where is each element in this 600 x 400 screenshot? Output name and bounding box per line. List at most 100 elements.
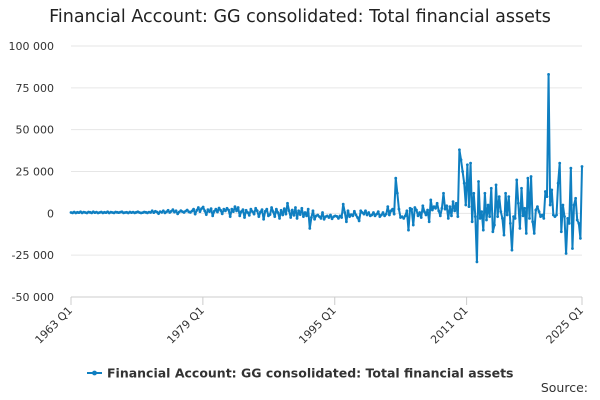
data-point[interactable] [192, 207, 195, 211]
data-point[interactable] [571, 247, 574, 250]
data-point[interactable] [478, 216, 482, 220]
data-point[interactable] [384, 212, 388, 216]
data-point[interactable] [418, 211, 422, 214]
data-point[interactable] [445, 204, 449, 208]
data-point[interactable] [244, 208, 248, 212]
data-point[interactable] [561, 203, 565, 207]
data-point[interactable] [233, 205, 237, 209]
data-point[interactable] [520, 186, 523, 190]
data-point[interactable] [274, 207, 278, 211]
data-point[interactable] [516, 201, 520, 205]
data-point[interactable] [450, 214, 453, 218]
data-point[interactable] [161, 209, 165, 213]
data-point[interactable] [362, 212, 366, 216]
data-point[interactable] [454, 201, 458, 205]
data-point[interactable] [380, 213, 383, 217]
data-point[interactable] [521, 214, 525, 218]
data-point[interactable] [397, 207, 401, 211]
data-point[interactable] [273, 215, 277, 219]
data-point[interactable] [279, 208, 283, 212]
data-point[interactable] [376, 210, 380, 214]
data-point[interactable] [504, 191, 507, 195]
data-point[interactable] [496, 215, 500, 219]
data-point[interactable] [276, 211, 280, 214]
data-point[interactable] [513, 216, 517, 220]
data-point[interactable] [346, 209, 350, 213]
data-point[interactable] [427, 220, 431, 224]
data-point[interactable] [426, 208, 429, 212]
data-point[interactable] [579, 237, 582, 240]
data-point[interactable] [510, 248, 514, 252]
data-point[interactable] [287, 209, 291, 213]
data-point[interactable] [190, 209, 194, 213]
data-point[interactable] [473, 215, 477, 219]
data-point[interactable] [438, 214, 442, 218]
data-point[interactable] [343, 211, 347, 214]
data-point[interactable] [523, 206, 527, 210]
data-point[interactable] [470, 220, 474, 224]
data-point[interactable] [203, 209, 207, 213]
data-point[interactable] [567, 221, 571, 225]
data-point[interactable] [421, 204, 425, 208]
data-point[interactable] [580, 165, 584, 168]
data-point[interactable] [502, 233, 506, 237]
data-point[interactable] [195, 208, 199, 212]
data-point[interactable] [529, 175, 533, 178]
data-point[interactable] [531, 220, 535, 224]
data-point[interactable] [166, 208, 170, 212]
data-point[interactable] [499, 210, 503, 214]
data-point[interactable] [424, 213, 428, 217]
data-point[interactable] [321, 211, 324, 214]
data-point[interactable] [481, 228, 485, 232]
data-point[interactable] [208, 210, 211, 214]
data-point[interactable] [524, 232, 528, 235]
data-point[interactable] [435, 201, 439, 205]
data-point[interactable] [303, 211, 307, 214]
data-point[interactable] [351, 214, 355, 218]
data-point[interactable] [337, 216, 340, 220]
data-point[interactable] [313, 217, 316, 221]
data-point[interactable] [467, 205, 471, 209]
data-point[interactable] [270, 206, 273, 209]
data-point[interactable] [572, 203, 576, 207]
data-point[interactable] [227, 208, 231, 212]
data-point[interactable] [308, 226, 312, 230]
data-point[interactable] [206, 208, 210, 212]
data-point[interactable] [528, 216, 531, 220]
data-point[interactable] [357, 219, 361, 223]
data-point[interactable] [219, 208, 223, 212]
data-point[interactable] [415, 208, 418, 212]
data-point[interactable] [419, 216, 423, 219]
data-point[interactable] [559, 230, 563, 234]
data-point[interactable] [491, 230, 495, 234]
data-point[interactable] [395, 191, 399, 195]
data-point[interactable] [405, 209, 409, 213]
data-point[interactable] [370, 213, 374, 217]
data-point[interactable] [458, 148, 461, 152]
data-point[interactable] [265, 207, 269, 211]
data-point[interactable] [453, 209, 457, 213]
data-point[interactable] [413, 206, 417, 209]
data-point[interactable] [364, 209, 367, 213]
data-point[interactable] [459, 158, 463, 162]
data-point[interactable] [281, 213, 285, 217]
data-point[interactable] [550, 188, 554, 192]
data-point[interactable] [563, 215, 566, 219]
data-point[interactable] [518, 226, 522, 230]
data-point[interactable] [566, 216, 570, 220]
data-point[interactable] [231, 210, 235, 214]
data-point[interactable] [196, 206, 200, 209]
data-point[interactable] [394, 176, 398, 180]
data-point[interactable] [354, 213, 358, 217]
data-point[interactable] [249, 207, 253, 211]
data-point[interactable] [241, 208, 245, 212]
data-point[interactable] [456, 215, 460, 219]
data-point[interactable] [298, 213, 302, 217]
data-point[interactable] [440, 206, 444, 210]
data-point[interactable] [501, 216, 504, 220]
data-point[interactable] [297, 209, 301, 213]
data-point[interactable] [295, 216, 299, 220]
data-point[interactable] [386, 205, 390, 209]
data-point[interactable] [437, 209, 441, 213]
data-point[interactable] [462, 181, 466, 185]
